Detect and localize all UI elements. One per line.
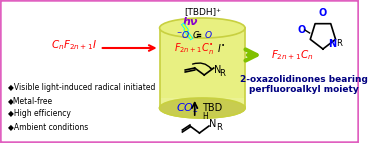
Text: R: R [336, 39, 342, 48]
Bar [160, 28, 245, 108]
Text: hν: hν [182, 17, 198, 27]
Ellipse shape [160, 98, 245, 118]
Ellipse shape [160, 98, 245, 118]
Text: $CO_2$: $CO_2$ [176, 101, 198, 115]
Text: 2-oxazolidinones bearing: 2-oxazolidinones bearing [240, 76, 368, 85]
Text: N: N [209, 119, 216, 129]
Text: ◆High efficiency: ◆High efficiency [8, 110, 70, 119]
Text: ◆Ambient conditions: ◆Ambient conditions [8, 123, 88, 132]
Text: ◆Metal-free: ◆Metal-free [8, 97, 53, 106]
Text: H: H [202, 112, 208, 121]
Text: O: O [297, 25, 306, 35]
Text: $^{-}O$: $^{-}O$ [176, 29, 190, 40]
Text: N: N [214, 65, 221, 75]
Text: R: R [217, 124, 222, 133]
Text: N: N [328, 39, 336, 49]
Text: TBD: TBD [202, 103, 223, 113]
FancyArrowPatch shape [192, 63, 211, 69]
Text: $F_{2n+1}C_n^{\bullet}$: $F_{2n+1}C_n^{\bullet}$ [174, 40, 214, 55]
FancyBboxPatch shape [0, 0, 359, 143]
Text: $C$: $C$ [192, 29, 200, 40]
Text: $O$: $O$ [204, 29, 213, 40]
FancyBboxPatch shape [160, 28, 245, 98]
Text: $F_{2n+1}C_n$: $F_{2n+1}C_n$ [271, 48, 313, 62]
Text: R: R [219, 69, 225, 79]
Text: $I^{\bullet}$: $I^{\bullet}$ [217, 42, 225, 54]
Ellipse shape [160, 18, 245, 38]
Text: $C_nF_{2n+1}I$: $C_nF_{2n+1}I$ [51, 38, 97, 52]
Text: ◆Visible light-induced radical initiated: ◆Visible light-induced radical initiated [8, 84, 155, 93]
Text: [TBDH]⁺: [TBDH]⁺ [184, 7, 221, 16]
Text: O: O [319, 8, 327, 18]
Text: perfluoroalkyl moiety: perfluoroalkyl moiety [249, 86, 359, 95]
